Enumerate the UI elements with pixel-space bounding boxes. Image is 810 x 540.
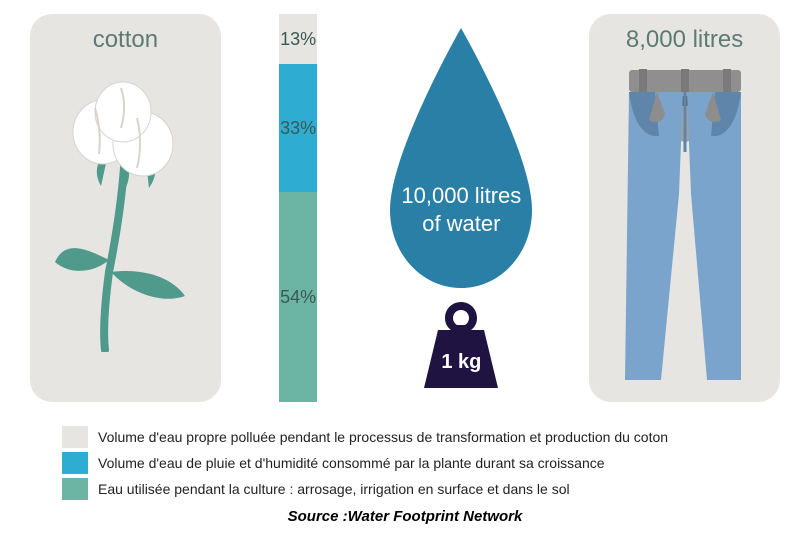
legend-swatch-1 <box>62 452 88 474</box>
legend-row-2: Eau utilisée pendant la culture : arrosa… <box>62 478 762 500</box>
cotton-plant-icon <box>45 72 205 352</box>
legend-row-1: Volume d'eau de pluie et d'humidité cons… <box>62 452 762 474</box>
jeans-icon <box>605 64 765 384</box>
infographic-canvas: cotton <box>0 0 810 540</box>
water-drop: 10,000 litres of water <box>366 24 556 294</box>
legend-swatch-0 <box>62 426 88 448</box>
jeans-panel: 8,000 litres <box>589 14 780 402</box>
drop-line2: of water <box>366 210 556 238</box>
bar-column: 13%33%54% <box>279 14 317 402</box>
legend-text-2: Eau utilisée pendant la culture : arrosa… <box>98 481 570 497</box>
source-attribution: Source :Water Footprint Network <box>0 508 810 525</box>
legend-row-0: Volume d'eau propre polluée pendant le p… <box>62 426 762 448</box>
legend: Volume d'eau propre polluée pendant le p… <box>62 426 762 504</box>
bar-segment-2: 54% <box>279 192 317 402</box>
cotton-title: cotton <box>93 26 158 54</box>
water-drop-icon <box>366 24 556 294</box>
weight-icon: 1 kg <box>416 300 506 392</box>
legend-text-1: Volume d'eau de pluie et d'humidité cons… <box>98 455 605 471</box>
bar-segment-1: 33% <box>279 64 317 192</box>
drop-line1: 10,000 litres <box>366 182 556 210</box>
jeans-title: 8,000 litres <box>626 26 743 54</box>
legend-swatch-2 <box>62 478 88 500</box>
legend-text-0: Volume d'eau propre polluée pendant le p… <box>98 429 668 445</box>
stacked-bar: 13%33%54% <box>269 14 328 402</box>
weight-label: 1 kg <box>416 351 506 374</box>
bar-segment-0: 13% <box>279 14 317 64</box>
drop-text: 10,000 litres of water <box>366 182 556 237</box>
drop-column: 10,000 litres of water 1 kg <box>364 14 560 402</box>
cotton-panel: cotton <box>30 14 221 402</box>
top-row: cotton <box>0 14 810 414</box>
